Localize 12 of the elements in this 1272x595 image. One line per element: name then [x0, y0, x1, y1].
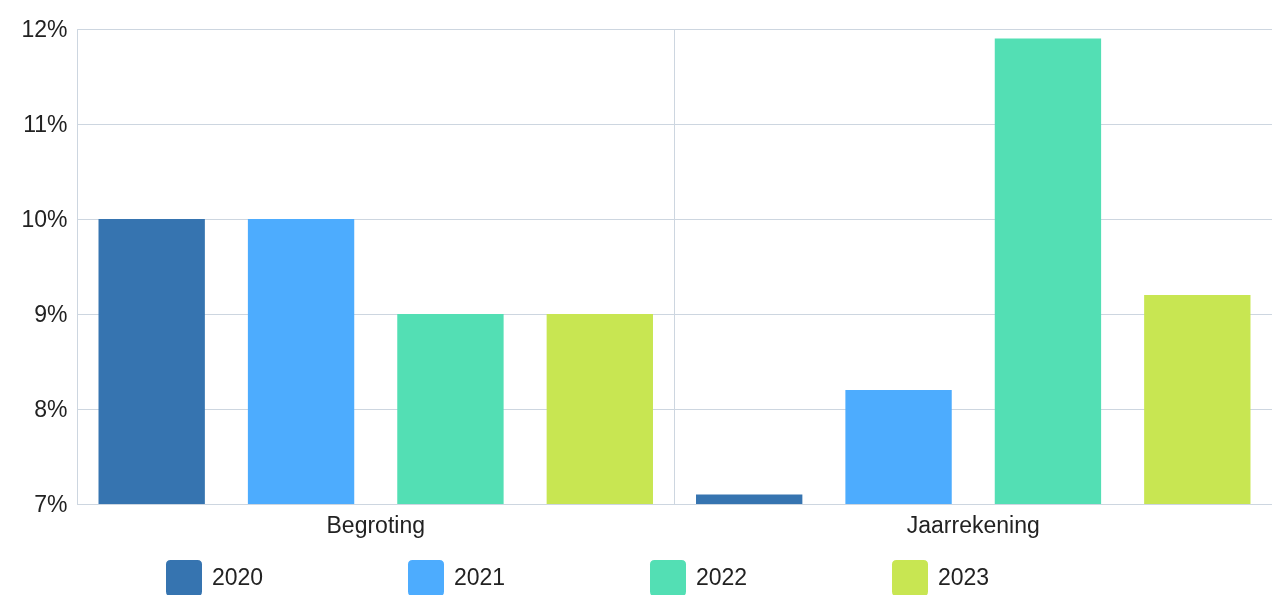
legend-label: 2020 — [212, 564, 264, 590]
x-tick-label: Jaarrekening — [906, 511, 1040, 538]
y-tick-label: 11% — [23, 110, 68, 137]
y-tick-label: 9% — [34, 300, 68, 327]
legend-label: 2022 — [696, 564, 748, 590]
y-tick-label: 8% — [34, 395, 68, 422]
y-tick-label: 7% — [34, 490, 68, 517]
legend-label: 2021 — [454, 564, 506, 590]
x-tick-label: Begroting — [326, 511, 425, 538]
y-tick-label: 12% — [21, 15, 68, 42]
legend-label: 2023 — [938, 564, 990, 590]
y-tick-label: 10% — [21, 205, 68, 232]
